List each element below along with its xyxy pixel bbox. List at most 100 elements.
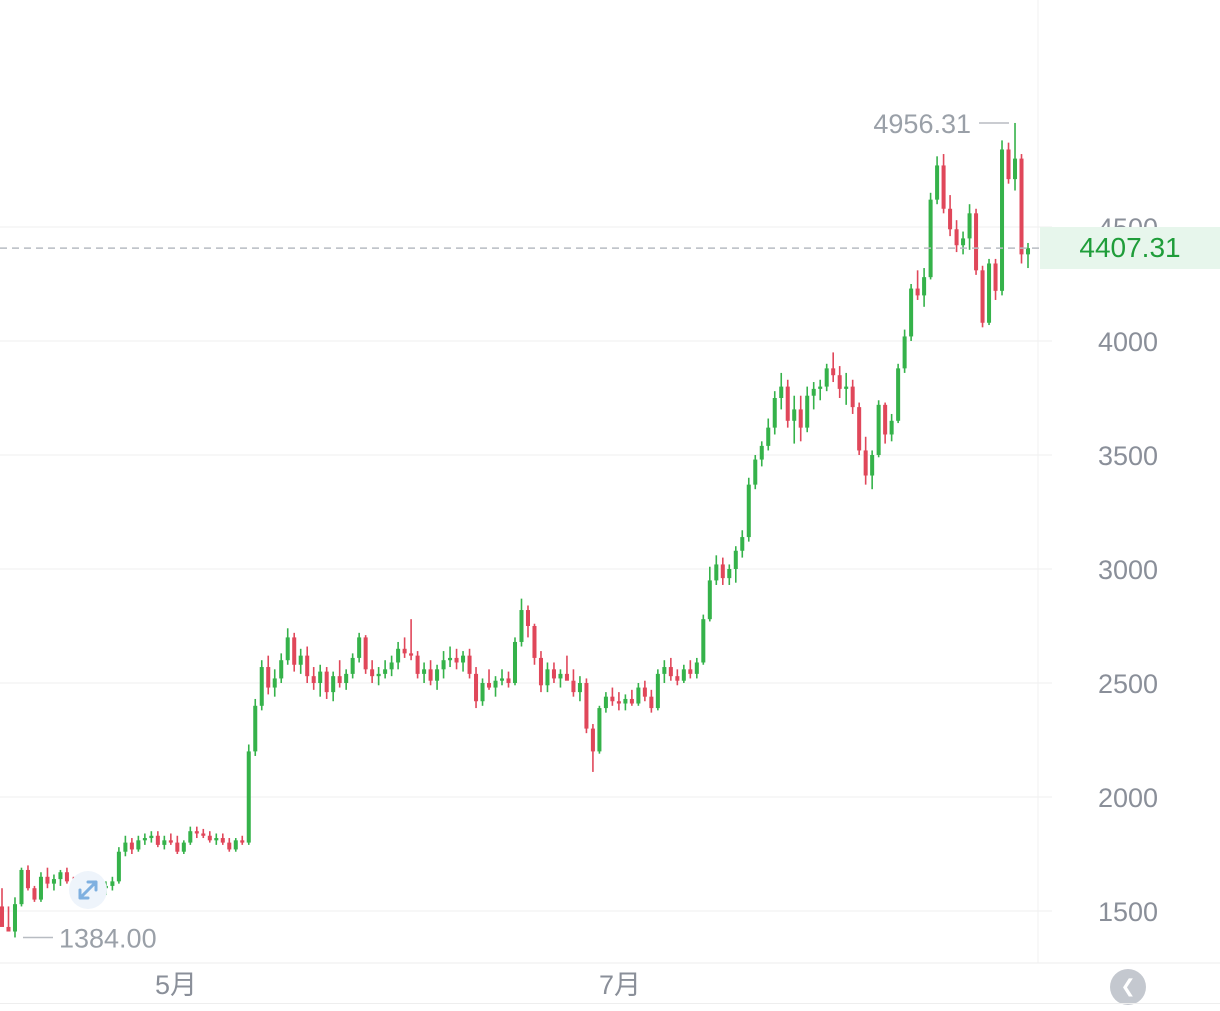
candle [662, 660, 667, 683]
price-tick-label: 2500 [1098, 669, 1158, 699]
candle [642, 680, 647, 702]
candle [467, 648, 472, 679]
candle [38, 872, 43, 902]
candle [448, 646, 453, 668]
candle [1019, 154, 1024, 264]
candle [1025, 242, 1031, 269]
candle [116, 847, 121, 884]
candle [935, 156, 940, 205]
collapse-chevron-icon[interactable]: ❮ [1110, 969, 1146, 1005]
candle [876, 400, 881, 458]
price-tick-label: 4000 [1098, 327, 1158, 357]
bottom-divider [0, 1003, 1220, 1004]
candle [331, 671, 336, 702]
candle [162, 835, 167, 850]
candle [915, 270, 920, 300]
candle [129, 838, 134, 854]
candle [266, 655, 271, 695]
candle [603, 692, 608, 713]
candle [597, 705, 602, 754]
candle [175, 835, 180, 854]
time-tick-labels: 5月 7月 [155, 970, 641, 1000]
price-tick-labels: 1500200025003000350040004500 [1098, 213, 1158, 927]
candle [487, 669, 492, 690]
candle [727, 564, 732, 585]
candle [480, 678, 485, 706]
candle [564, 655, 569, 681]
candle [909, 284, 914, 341]
candle [58, 869, 63, 886]
low-price-label: 1384.00 [59, 923, 157, 953]
candle [474, 667, 479, 709]
last-price-tag-bg [1040, 227, 1220, 269]
candle [454, 648, 459, 670]
candle [6, 906, 11, 932]
candle [207, 831, 212, 843]
time-tick-label: 5月 [155, 970, 197, 1000]
candle [253, 698, 258, 756]
candle [980, 265, 985, 328]
candle [25, 865, 30, 891]
candle [519, 598, 524, 647]
price-tick-label: 1500 [1098, 897, 1158, 927]
candle [370, 660, 375, 683]
candle [610, 687, 615, 706]
candles-layer [0, 122, 1031, 938]
candle [220, 833, 225, 845]
candle [272, 669, 277, 697]
candle [227, 838, 232, 852]
candle [149, 831, 154, 843]
price-tick-label: 3500 [1098, 441, 1158, 471]
candle [422, 662, 427, 683]
candle [324, 667, 329, 699]
candle [51, 874, 56, 891]
candle [311, 667, 316, 690]
candle [240, 835, 245, 845]
time-tick-label: 7月 [599, 970, 641, 1000]
candle [584, 678, 589, 734]
candle [655, 669, 660, 711]
candle [961, 231, 966, 255]
candle [512, 637, 518, 686]
candle [538, 651, 543, 693]
candle [285, 628, 290, 665]
candle [954, 220, 959, 253]
candle [779, 372, 784, 410]
candle [766, 418, 771, 451]
candle [402, 637, 407, 658]
candle [305, 646, 310, 683]
candle [740, 530, 745, 558]
candle [649, 689, 654, 713]
candle [155, 831, 160, 848]
candle [19, 867, 24, 907]
candle [1006, 142, 1011, 184]
candle [948, 195, 953, 237]
candle [428, 660, 433, 686]
candle [824, 363, 829, 392]
candle [870, 450, 875, 490]
candle [720, 557, 725, 585]
candle [759, 441, 764, 467]
candle [532, 623, 537, 665]
candle [136, 835, 141, 852]
last-price-tag: 4407.31 [1079, 232, 1181, 263]
candle [993, 258, 998, 300]
candle [376, 667, 381, 686]
candle [493, 676, 498, 697]
candle [545, 662, 550, 693]
candle [350, 653, 355, 679]
candle [389, 655, 394, 677]
candle [844, 372, 849, 405]
candle [681, 664, 686, 683]
candle [168, 833, 173, 845]
candle [928, 192, 933, 280]
expand-icon[interactable] [68, 870, 108, 910]
candle [1000, 140, 1005, 296]
candle [733, 546, 738, 583]
candle [194, 826, 199, 839]
candle [941, 154, 946, 214]
candle [701, 614, 706, 665]
candle [64, 867, 69, 884]
candle [383, 660, 388, 679]
